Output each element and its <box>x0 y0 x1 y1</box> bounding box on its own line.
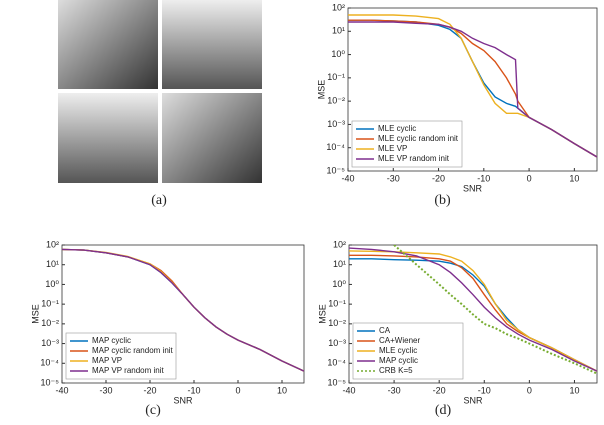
x-tick-label: 10 <box>569 173 579 183</box>
y-tick-label: 10¹ <box>332 26 345 36</box>
legend-label: MAP VP <box>92 356 122 365</box>
y-tick-label: 10⁰ <box>332 279 346 289</box>
legend-label: MLE cyclic <box>378 124 416 133</box>
x-tick-label: -30 <box>388 385 401 395</box>
x-tick-label: -40 <box>342 385 355 395</box>
series-line <box>393 245 597 375</box>
caption: (b) <box>434 193 451 208</box>
legend-label: CRB K=5 <box>379 366 413 375</box>
y-axis-label: MSE <box>30 304 40 324</box>
y-tick-label: 10⁻² <box>327 96 345 106</box>
y-tick-label: 10¹ <box>46 259 59 269</box>
y-tick-label: 10² <box>332 2 345 12</box>
legend-label: CA+Wiener <box>379 336 420 345</box>
x-tick-label: -40 <box>55 385 68 395</box>
chart: -40 -30 -20 -10 0 10 10⁻⁵ 10⁻⁴ 10⁻³ 10⁻² 10⁻¹ 10⁰ 10… <box>316 2 598 208</box>
photo <box>58 0 158 89</box>
legend-label: MAP cyclic <box>92 336 131 345</box>
x-tick-label: -40 <box>341 173 354 183</box>
y-tick-label: 10⁻³ <box>327 119 345 129</box>
y-tick-label: 10⁻⁵ <box>328 377 347 387</box>
y-tick-label: 10⁻⁵ <box>41 377 60 387</box>
series-line <box>349 247 597 372</box>
y-tick-label: 10⁻¹ <box>41 299 59 309</box>
x-tick-label: -30 <box>99 385 112 395</box>
x-tick-label: 10 <box>569 385 579 395</box>
photo <box>162 0 262 89</box>
chart: -40 -30 -20 -10 0 10 10⁻⁵ 10⁻⁴ 10⁻³ 10⁻² 10⁻¹ 10⁰ 10… <box>30 239 305 418</box>
y-tick-label: 10⁻⁴ <box>327 358 346 368</box>
caption: (a) <box>151 193 167 208</box>
y-tick-label: 10⁻³ <box>328 338 346 348</box>
legend-label: MLE VP <box>378 144 407 153</box>
x-tick-label: 0 <box>527 173 532 183</box>
legend-label: MAP cyclic random init <box>92 346 174 355</box>
legend-label: MLE cyclic <box>379 346 417 355</box>
y-tick-label: 10⁰ <box>331 49 345 59</box>
y-tick-label: 10⁰ <box>45 279 59 289</box>
x-tick-label: -20 <box>432 173 445 183</box>
x-tick-label: -10 <box>477 173 490 183</box>
caption: (c) <box>145 403 161 418</box>
photo <box>58 93 158 183</box>
y-axis-label: MSE <box>317 304 327 324</box>
series-line <box>349 250 597 372</box>
y-tick-label: 10² <box>333 239 346 249</box>
y-tick-label: 10⁻⁴ <box>40 358 59 368</box>
x-tick-label: -20 <box>433 385 446 395</box>
y-tick-label: 10⁻¹ <box>327 72 345 82</box>
x-tick-label: -20 <box>143 385 156 395</box>
y-axis-label: MSE <box>316 80 326 100</box>
legend-label: MAP cyclic <box>379 356 418 365</box>
y-tick-label: 10² <box>46 239 59 249</box>
x-axis-label: SNR <box>463 395 483 405</box>
y-tick-label: 10¹ <box>333 259 346 269</box>
y-tick-label: 10⁻³ <box>41 338 59 348</box>
y-tick-label: 10⁻⁵ <box>327 165 346 175</box>
x-tick-label: 0 <box>235 385 240 395</box>
x-tick-label: -10 <box>478 385 491 395</box>
series-line <box>348 21 597 158</box>
chart: -40 -30 -20 -10 0 10 10⁻⁵ 10⁻⁴ 10⁻³ 10⁻² 10⁻¹ 10⁰ 10… <box>317 239 598 418</box>
caption: (d) <box>435 403 452 418</box>
y-tick-label: 10⁻² <box>41 318 59 328</box>
x-tick-label: 10 <box>277 385 287 395</box>
y-tick-label: 10⁻² <box>328 318 346 328</box>
legend-label: MAP VP random init <box>92 366 165 375</box>
x-axis-label: SNR <box>173 395 193 405</box>
legend-label: MLE VP random init <box>378 154 450 163</box>
photo <box>162 93 262 183</box>
legend-label: CA <box>379 326 391 335</box>
y-tick-label: 10⁻⁴ <box>326 142 345 152</box>
y-tick-label: 10⁻¹ <box>328 299 346 309</box>
legend-label: MLE cyclic random init <box>378 134 459 143</box>
x-tick-label: -10 <box>187 385 200 395</box>
x-tick-label: -30 <box>387 173 400 183</box>
x-axis-label: SNR <box>463 183 483 193</box>
x-tick-label: 0 <box>527 385 532 395</box>
series-line <box>62 248 304 372</box>
